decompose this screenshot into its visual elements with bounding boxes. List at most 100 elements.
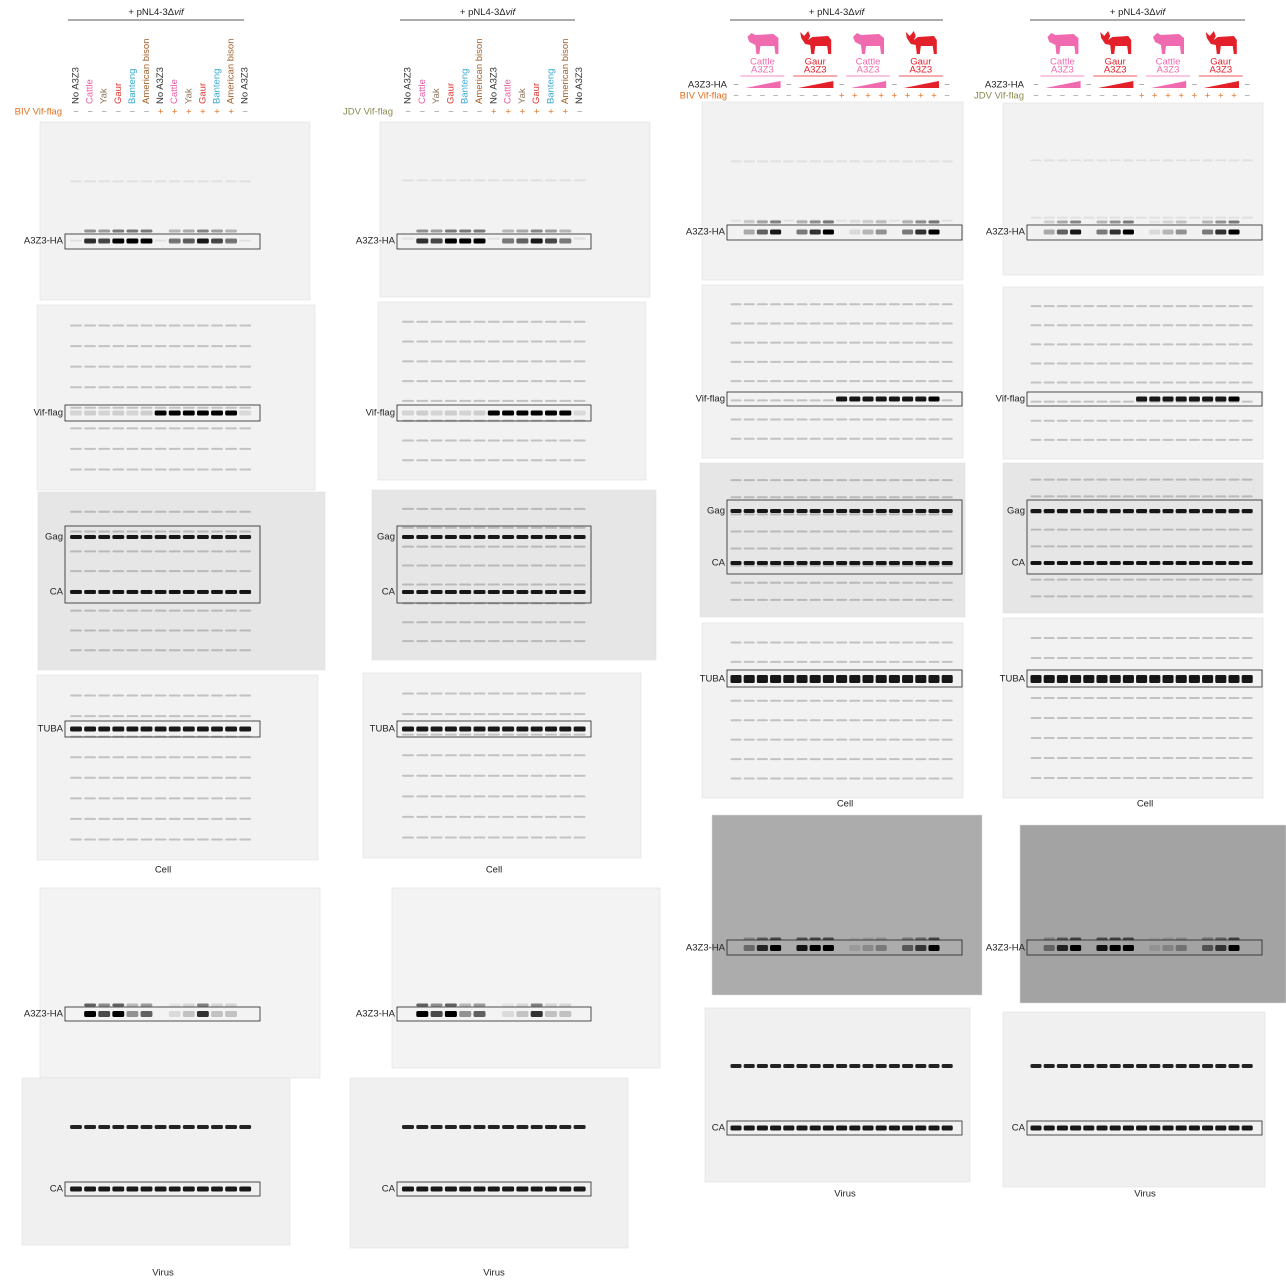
band bbox=[1149, 1064, 1160, 1068]
band bbox=[783, 530, 794, 532]
band bbox=[445, 360, 457, 362]
band bbox=[1083, 382, 1094, 384]
band bbox=[1136, 397, 1147, 402]
band bbox=[796, 380, 807, 382]
band bbox=[416, 508, 428, 510]
band bbox=[849, 221, 860, 224]
band bbox=[239, 715, 251, 717]
band bbox=[459, 380, 471, 382]
band bbox=[889, 1126, 900, 1131]
band bbox=[211, 366, 223, 368]
band bbox=[783, 758, 794, 760]
band bbox=[1044, 717, 1055, 719]
band bbox=[416, 341, 428, 343]
band bbox=[1123, 717, 1134, 719]
band bbox=[928, 513, 939, 515]
band bbox=[836, 599, 847, 601]
band bbox=[70, 386, 82, 388]
band bbox=[559, 321, 571, 323]
band bbox=[502, 1011, 514, 1017]
band bbox=[1228, 545, 1239, 547]
band bbox=[1110, 230, 1121, 235]
band bbox=[1162, 382, 1173, 384]
band bbox=[169, 1187, 181, 1192]
band-label: Vif-flag bbox=[696, 394, 725, 405]
band bbox=[531, 590, 543, 594]
band bbox=[876, 778, 887, 780]
sign: − bbox=[242, 107, 248, 118]
band bbox=[574, 775, 586, 777]
band bbox=[531, 411, 543, 416]
band bbox=[1189, 1126, 1200, 1131]
sign: − bbox=[1060, 91, 1066, 102]
band bbox=[757, 675, 768, 683]
band bbox=[730, 303, 741, 305]
sign: − bbox=[434, 107, 440, 118]
band bbox=[744, 160, 755, 162]
band bbox=[783, 496, 794, 498]
band bbox=[126, 629, 138, 631]
band-label: CA bbox=[50, 1184, 64, 1195]
band bbox=[1242, 159, 1253, 161]
band bbox=[1110, 737, 1121, 739]
band bbox=[473, 321, 485, 323]
band bbox=[98, 427, 110, 429]
band bbox=[574, 380, 586, 382]
band bbox=[823, 230, 834, 235]
band bbox=[1096, 439, 1107, 441]
band bbox=[473, 400, 485, 402]
band bbox=[1070, 737, 1081, 739]
sign: + bbox=[1139, 91, 1145, 102]
band bbox=[225, 1011, 237, 1017]
band-label: CA bbox=[1012, 558, 1026, 569]
band bbox=[416, 400, 428, 402]
band bbox=[1030, 657, 1041, 659]
band bbox=[796, 479, 807, 481]
band bbox=[783, 1064, 794, 1068]
band bbox=[1242, 657, 1253, 659]
band bbox=[112, 1004, 124, 1007]
band-label: A3Z3-HA bbox=[686, 943, 726, 954]
band bbox=[431, 341, 443, 343]
band bbox=[836, 342, 847, 344]
band bbox=[70, 1125, 82, 1129]
band bbox=[488, 734, 500, 736]
band bbox=[902, 548, 913, 550]
band bbox=[459, 411, 471, 416]
band bbox=[1242, 305, 1253, 307]
band bbox=[1123, 159, 1134, 161]
band bbox=[459, 321, 471, 323]
band bbox=[559, 795, 571, 797]
sign: − bbox=[892, 80, 898, 91]
band bbox=[211, 550, 223, 552]
band bbox=[810, 303, 821, 305]
band bbox=[126, 727, 138, 732]
band bbox=[1202, 230, 1213, 235]
band bbox=[1136, 217, 1147, 219]
band bbox=[730, 1126, 741, 1131]
band bbox=[1176, 362, 1187, 364]
band bbox=[155, 629, 167, 631]
band bbox=[1176, 697, 1187, 699]
band bbox=[239, 366, 251, 368]
band bbox=[770, 438, 781, 440]
band bbox=[1096, 637, 1107, 639]
sign: − bbox=[1244, 80, 1250, 91]
band bbox=[431, 621, 443, 623]
header-prefix: + pNL4-3Δ bbox=[460, 7, 506, 18]
band bbox=[862, 513, 873, 515]
band bbox=[1044, 595, 1055, 597]
band bbox=[225, 838, 237, 840]
band bbox=[1030, 495, 1041, 497]
band bbox=[1044, 217, 1055, 219]
band bbox=[531, 360, 543, 362]
band bbox=[516, 400, 528, 402]
caption: Cell bbox=[155, 865, 171, 876]
band bbox=[211, 511, 223, 513]
band bbox=[915, 221, 926, 224]
band bbox=[928, 641, 939, 643]
band bbox=[84, 570, 96, 572]
band bbox=[915, 641, 926, 643]
band bbox=[744, 758, 755, 760]
band bbox=[431, 439, 443, 441]
